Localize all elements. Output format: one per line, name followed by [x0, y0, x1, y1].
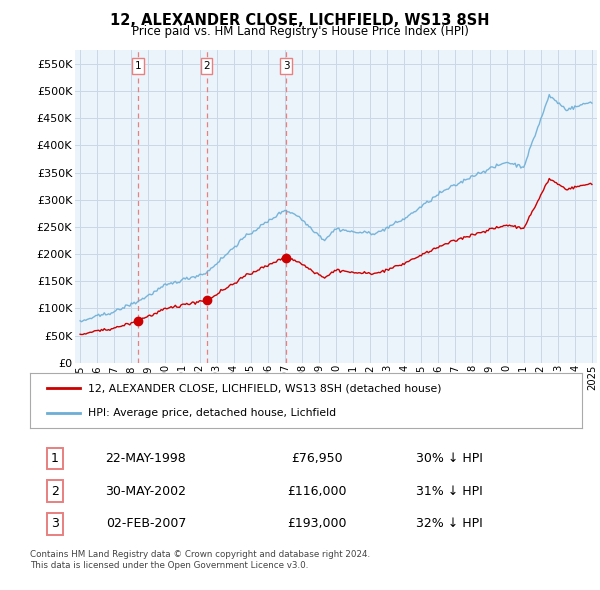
Text: 32% ↓ HPI: 32% ↓ HPI	[416, 517, 483, 530]
Text: 31% ↓ HPI: 31% ↓ HPI	[416, 484, 483, 498]
Text: HPI: Average price, detached house, Lichfield: HPI: Average price, detached house, Lich…	[88, 408, 336, 418]
Text: 12, ALEXANDER CLOSE, LICHFIELD, WS13 8SH: 12, ALEXANDER CLOSE, LICHFIELD, WS13 8SH	[110, 13, 490, 28]
Text: £193,000: £193,000	[287, 517, 347, 530]
Text: 02-FEB-2007: 02-FEB-2007	[106, 517, 186, 530]
Text: 1: 1	[134, 61, 141, 71]
Text: 30% ↓ HPI: 30% ↓ HPI	[416, 452, 483, 465]
Text: Contains HM Land Registry data © Crown copyright and database right 2024.: Contains HM Land Registry data © Crown c…	[30, 550, 370, 559]
Text: 3: 3	[283, 61, 290, 71]
Text: Price paid vs. HM Land Registry's House Price Index (HPI): Price paid vs. HM Land Registry's House …	[131, 25, 469, 38]
Text: This data is licensed under the Open Government Licence v3.0.: This data is licensed under the Open Gov…	[30, 560, 308, 569]
Text: 2: 2	[51, 484, 59, 498]
Text: £116,000: £116,000	[287, 484, 347, 498]
Text: 30-MAY-2002: 30-MAY-2002	[106, 484, 187, 498]
Text: 22-MAY-1998: 22-MAY-1998	[106, 452, 186, 465]
Text: 1: 1	[51, 452, 59, 465]
Text: 2: 2	[203, 61, 210, 71]
Text: 12, ALEXANDER CLOSE, LICHFIELD, WS13 8SH (detached house): 12, ALEXANDER CLOSE, LICHFIELD, WS13 8SH…	[88, 383, 442, 393]
Text: £76,950: £76,950	[291, 452, 343, 465]
Text: 3: 3	[51, 517, 59, 530]
